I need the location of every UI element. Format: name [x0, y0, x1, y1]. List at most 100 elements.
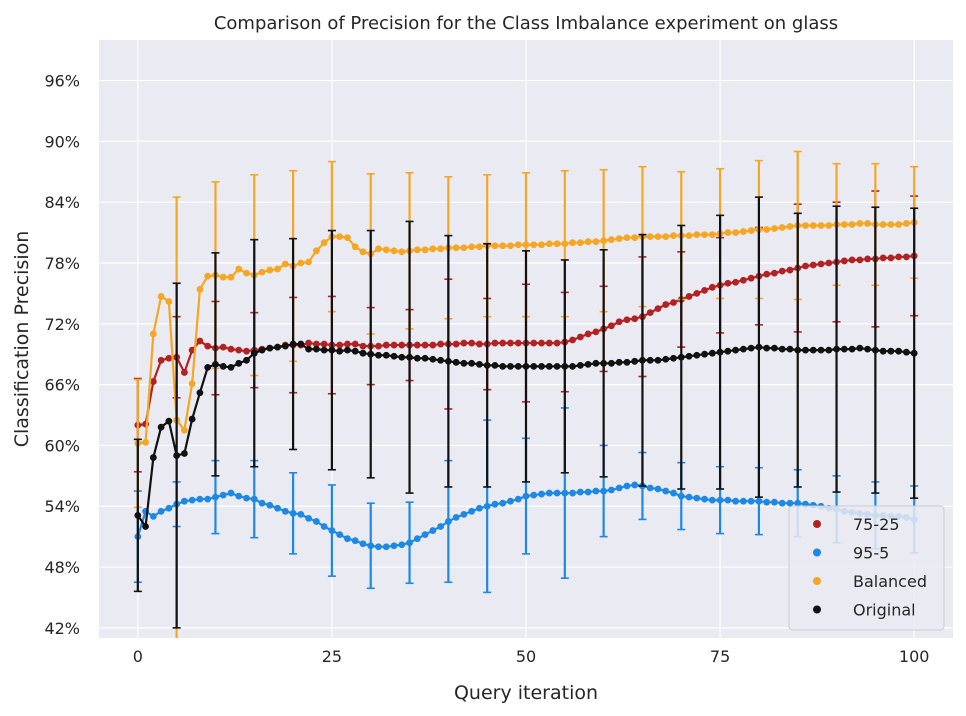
- data-point: [771, 225, 778, 232]
- data-point: [266, 344, 274, 352]
- data-point: [592, 359, 600, 367]
- data-point: [351, 537, 359, 545]
- data-point: [359, 248, 367, 256]
- legend-label: Original: [853, 601, 916, 620]
- data-point: [274, 265, 281, 273]
- data-point: [507, 362, 514, 370]
- legend-marker: [813, 520, 821, 528]
- data-point: [623, 316, 631, 324]
- data-point: [701, 286, 708, 294]
- data-point: [538, 362, 545, 370]
- data-point: [662, 355, 670, 363]
- data-point: [235, 265, 243, 273]
- data-point: [584, 238, 592, 246]
- data-point: [421, 354, 429, 362]
- data-point: [157, 507, 165, 515]
- data-point: [693, 494, 701, 502]
- data-point: [359, 540, 367, 548]
- data-point: [576, 488, 584, 496]
- data-point: [747, 227, 755, 234]
- data-point: [708, 496, 716, 504]
- data-point: [670, 354, 677, 362]
- data-point: [476, 243, 483, 251]
- data-point: [771, 269, 778, 277]
- data-point: [553, 240, 561, 248]
- data-point: [840, 257, 848, 265]
- data-point: [848, 256, 856, 264]
- data-point: [522, 492, 530, 500]
- data-point: [685, 352, 693, 360]
- data-point: [149, 512, 157, 520]
- data-point: [600, 359, 608, 367]
- data-point: [328, 346, 336, 354]
- data-point: [219, 273, 227, 281]
- data-point: [677, 492, 685, 500]
- data-point: [809, 222, 817, 229]
- data-point: [817, 260, 825, 268]
- data-point: [289, 340, 297, 348]
- data-point: [336, 233, 344, 241]
- data-point: [646, 356, 654, 364]
- data-point: [576, 239, 584, 247]
- data-point: [693, 351, 701, 359]
- data-point: [809, 261, 817, 269]
- data-point: [476, 360, 483, 368]
- data-point: [724, 347, 732, 355]
- data-point: [507, 497, 514, 505]
- data-point: [468, 507, 476, 515]
- data-point: [530, 491, 538, 499]
- data-point: [514, 339, 522, 347]
- data-point: [833, 345, 840, 353]
- data-point: [802, 346, 809, 354]
- data-point: [545, 339, 553, 347]
- data-point: [732, 229, 740, 236]
- data-point: [468, 339, 476, 347]
- data-point: [367, 350, 375, 358]
- data-point: [142, 438, 149, 446]
- data-point: [390, 247, 398, 255]
- data-point: [204, 342, 212, 350]
- data-point: [522, 362, 530, 370]
- data-point: [421, 531, 429, 539]
- data-point: [903, 253, 910, 261]
- data-point: [592, 487, 600, 495]
- x-axis-label: Query iteration: [454, 682, 598, 704]
- data-point: [809, 346, 817, 354]
- data-point: [258, 268, 266, 276]
- data-point: [739, 276, 747, 284]
- data-point: [204, 363, 212, 371]
- data-point: [608, 359, 615, 367]
- data-point: [243, 356, 250, 364]
- data-point: [274, 343, 281, 351]
- data-point: [507, 339, 514, 347]
- data-point: [825, 346, 833, 354]
- y-tick-label: 42%: [44, 619, 80, 638]
- data-point: [250, 495, 258, 503]
- data-point: [188, 380, 196, 387]
- data-point: [258, 346, 266, 354]
- data-point: [662, 301, 670, 308]
- data-point: [732, 346, 740, 354]
- y-ticks: 42% 48% 54% 60% 66% 72% 78% 84% 90% 96%: [44, 72, 80, 638]
- data-point: [437, 523, 444, 530]
- data-point: [181, 426, 188, 434]
- data-point: [344, 340, 351, 348]
- data-point: [553, 339, 561, 347]
- data-point: [631, 315, 639, 323]
- data-point: [561, 240, 569, 248]
- data-point: [545, 362, 553, 370]
- data-point: [499, 499, 507, 507]
- data-point: [196, 285, 204, 293]
- data-point: [771, 344, 778, 352]
- data-point: [739, 497, 747, 505]
- data-point: [460, 339, 468, 347]
- data-point: [312, 345, 320, 353]
- data-point: [778, 345, 786, 353]
- data-point: [817, 346, 825, 354]
- data-point: [538, 241, 545, 249]
- data-point: [802, 222, 809, 229]
- data-point: [243, 494, 250, 502]
- data-point: [305, 339, 313, 347]
- data-point: [173, 452, 181, 459]
